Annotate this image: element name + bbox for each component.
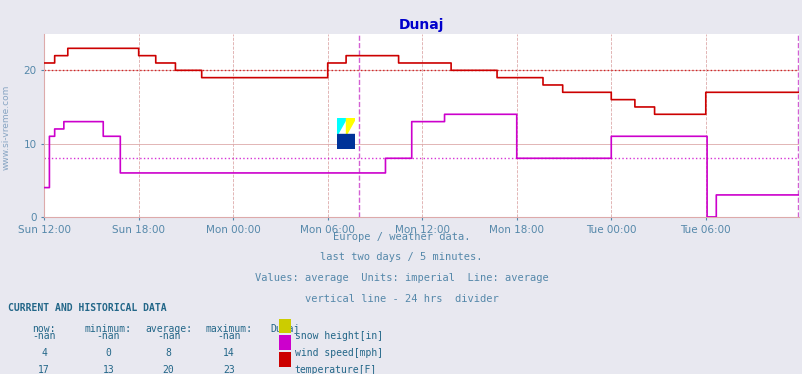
- Text: -nan: -nan: [156, 331, 180, 341]
- Text: 23: 23: [223, 365, 234, 374]
- Text: 17: 17: [38, 365, 50, 374]
- Text: 14: 14: [223, 348, 234, 358]
- Text: Values: average  Units: imperial  Line: average: Values: average Units: imperial Line: av…: [254, 273, 548, 283]
- Polygon shape: [346, 118, 354, 134]
- Text: maximum:: maximum:: [205, 324, 252, 334]
- Text: -nan: -nan: [32, 331, 56, 341]
- Text: now:: now:: [32, 324, 56, 334]
- Text: 8: 8: [165, 348, 172, 358]
- Text: wind speed[mph]: wind speed[mph]: [294, 348, 383, 358]
- Text: average:: average:: [145, 324, 192, 334]
- Text: snow height[in]: snow height[in]: [294, 331, 383, 341]
- Text: 20: 20: [163, 365, 174, 374]
- Polygon shape: [337, 134, 354, 150]
- Text: -nan: -nan: [217, 331, 241, 341]
- Text: 4: 4: [41, 348, 47, 358]
- Text: CURRENT AND HISTORICAL DATA: CURRENT AND HISTORICAL DATA: [8, 303, 167, 313]
- Text: minimum:: minimum:: [85, 324, 132, 334]
- Text: www.si-vreme.com: www.si-vreme.com: [2, 85, 11, 170]
- Title: Dunaj: Dunaj: [399, 18, 444, 33]
- Text: last two days / 5 minutes.: last two days / 5 minutes.: [320, 252, 482, 263]
- Text: 0: 0: [105, 348, 111, 358]
- Polygon shape: [337, 118, 346, 134]
- Text: 13: 13: [103, 365, 114, 374]
- Text: -nan: -nan: [96, 331, 120, 341]
- Text: Europe / weather data.: Europe / weather data.: [332, 232, 470, 242]
- Text: temperature[F]: temperature[F]: [294, 365, 376, 374]
- Text: vertical line - 24 hrs  divider: vertical line - 24 hrs divider: [304, 294, 498, 304]
- Text: Dunaj: Dunaj: [270, 324, 299, 334]
